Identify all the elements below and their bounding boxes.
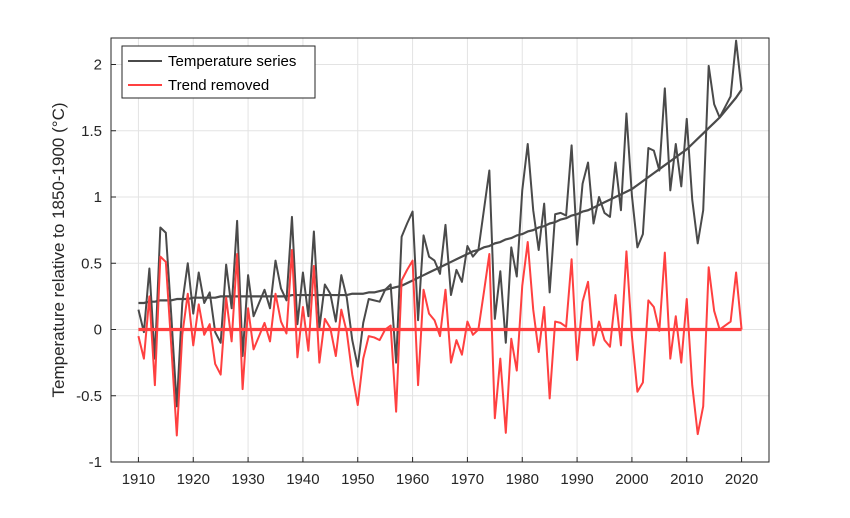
y-tick-label: 1.5: [81, 123, 102, 140]
y-tick-label: 1: [94, 189, 102, 206]
x-tick-label: 1970: [451, 471, 484, 488]
x-tick-label: 1990: [560, 471, 593, 488]
y-tick-label: -1: [89, 454, 102, 471]
plot-frame: [110, 37, 770, 463]
ticks-layer: 1910 1920 1930 1940 1950 1960 1970 1980 1990 2000…: [76, 57, 758, 489]
y-tick-label: 2: [94, 57, 102, 74]
y-tick-label: 0.5: [81, 255, 102, 272]
y-tick-label: -0.5: [76, 388, 102, 405]
x-tick-label: 1950: [341, 471, 374, 488]
x-tick-label: 1980: [506, 471, 539, 488]
legend-label-trend-removed: Trend removed: [168, 77, 269, 94]
legend: Temperature series Trend removed: [121, 45, 316, 99]
x-tick-label: 2010: [670, 471, 703, 488]
legend-box: [121, 45, 316, 99]
x-tick-label: 2000: [615, 471, 648, 488]
x-tick-label: 1940: [286, 471, 319, 488]
x-tick-label: 1910: [122, 471, 155, 488]
x-tick-label: 2020: [725, 471, 758, 488]
series-layer: [137, 39, 743, 437]
y-axis-label: Temperature relative to 1850-1900 (°C): [49, 102, 68, 397]
y-tick-label: 0: [94, 322, 102, 339]
temperature-series-line: [137, 39, 743, 408]
x-tick-label: 1960: [396, 471, 429, 488]
x-tick-label: 1920: [177, 471, 210, 488]
x-tick-label: 1930: [231, 471, 264, 488]
plot-background: [111, 38, 769, 462]
trend-removed-line: [137, 241, 743, 437]
legend-label-temperature-series: Temperature series: [168, 53, 296, 70]
